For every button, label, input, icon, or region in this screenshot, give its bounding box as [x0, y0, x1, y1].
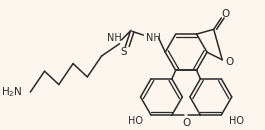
- Text: HO: HO: [229, 116, 244, 126]
- Text: O: O: [226, 57, 234, 67]
- Text: $\mathsf{H_2N}$: $\mathsf{H_2N}$: [1, 85, 23, 99]
- Text: O: O: [182, 118, 190, 128]
- Text: NH: NH: [145, 33, 160, 43]
- Text: S: S: [120, 47, 127, 57]
- Text: O: O: [221, 9, 229, 19]
- Text: NH: NH: [107, 33, 121, 43]
- Text: HO: HO: [128, 116, 143, 126]
